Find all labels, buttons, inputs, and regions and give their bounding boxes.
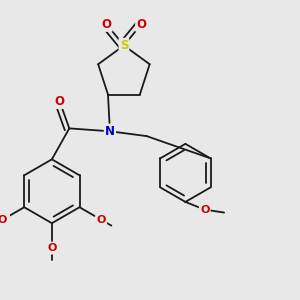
Text: O: O <box>200 205 209 214</box>
Text: O: O <box>97 215 106 225</box>
Text: S: S <box>120 39 128 52</box>
Text: O: O <box>47 243 57 253</box>
Text: N: N <box>105 125 115 138</box>
Text: O: O <box>0 215 7 225</box>
Text: O: O <box>101 18 112 31</box>
Text: O: O <box>55 95 64 108</box>
Text: O: O <box>136 18 146 31</box>
